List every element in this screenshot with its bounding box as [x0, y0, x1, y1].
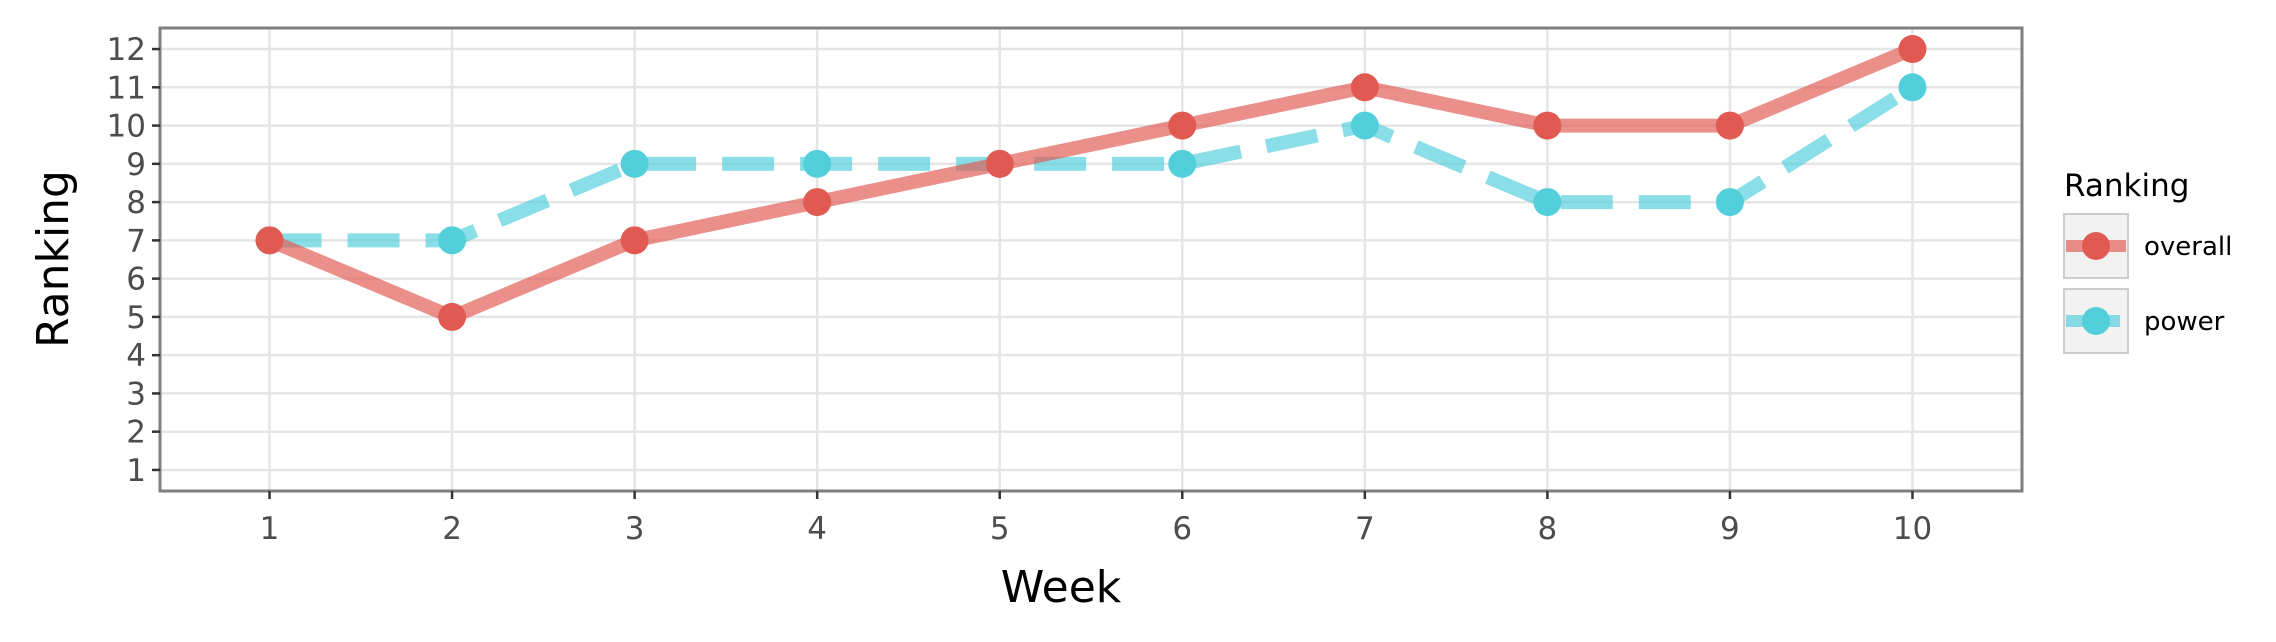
plot-border	[158, 26, 2024, 493]
y-tick-label: 7	[126, 223, 146, 259]
point-overall	[255, 226, 284, 255]
x-tick-label: 9	[1720, 511, 1740, 547]
legend-title: Ranking	[2064, 168, 2189, 204]
point-power	[1898, 73, 1927, 102]
x-tick-label: 10	[1893, 511, 1932, 547]
series-line-power	[269, 81, 1917, 248]
point-overall	[620, 226, 649, 255]
x-tick-label: 8	[1538, 511, 1558, 547]
point-overall	[438, 302, 467, 331]
y-tick-label: 4	[126, 338, 146, 374]
point-power	[803, 149, 832, 178]
x-axis: 1 2 3 4 5 6 7 8 9 10	[260, 491, 1932, 547]
x-tick-label: 3	[625, 511, 645, 547]
point-power	[1168, 149, 1197, 178]
series-line-overall	[266, 42, 1916, 324]
y-tick-label: 11	[107, 70, 146, 106]
legend-label: power	[2144, 307, 2225, 337]
y-tick-label: 6	[126, 262, 146, 298]
y-axis-title: Ranking	[28, 170, 79, 348]
point-overall	[1168, 111, 1197, 140]
legend-item-overall: overall	[2063, 213, 2232, 279]
y-tick-label: 10	[107, 109, 146, 145]
y-tick-label: 9	[126, 147, 146, 183]
y-tick-label: 2	[126, 415, 146, 451]
legend: Ranking overall power	[2063, 168, 2232, 354]
legend-key-point	[2082, 232, 2110, 260]
point-overall	[803, 188, 832, 217]
point-overall	[1350, 73, 1379, 102]
x-tick-label: 7	[1355, 511, 1375, 547]
legend-label: overall	[2144, 232, 2232, 262]
series-layer	[255, 35, 1927, 331]
point-power	[438, 226, 467, 255]
plot-panel	[160, 28, 2022, 491]
legend-item-power: power	[2063, 288, 2225, 354]
y-tick-label: 3	[126, 376, 146, 412]
y-tick-label: 1	[126, 453, 146, 489]
point-power	[1350, 111, 1379, 140]
point-overall	[985, 149, 1014, 178]
point-power	[620, 149, 649, 178]
y-tick-label: 12	[107, 32, 146, 68]
legend-key-point	[2082, 307, 2110, 335]
point-power	[1533, 188, 1562, 217]
x-tick-label: 6	[1172, 511, 1192, 547]
legend-keys: overall power	[2063, 213, 2232, 354]
y-tick-label: 5	[126, 300, 146, 336]
x-tick-label: 5	[990, 511, 1010, 547]
x-tick-label: 2	[442, 511, 462, 547]
y-tick-label: 8	[126, 185, 146, 221]
point-power	[1715, 188, 1744, 217]
x-tick-label: 1	[260, 511, 280, 547]
point-overall	[1533, 111, 1562, 140]
x-tick-label: 4	[807, 511, 827, 547]
x-axis-title: Week	[1001, 562, 1122, 613]
point-overall	[1715, 111, 1744, 140]
gridlines	[160, 28, 2022, 491]
point-overall	[1898, 35, 1927, 64]
